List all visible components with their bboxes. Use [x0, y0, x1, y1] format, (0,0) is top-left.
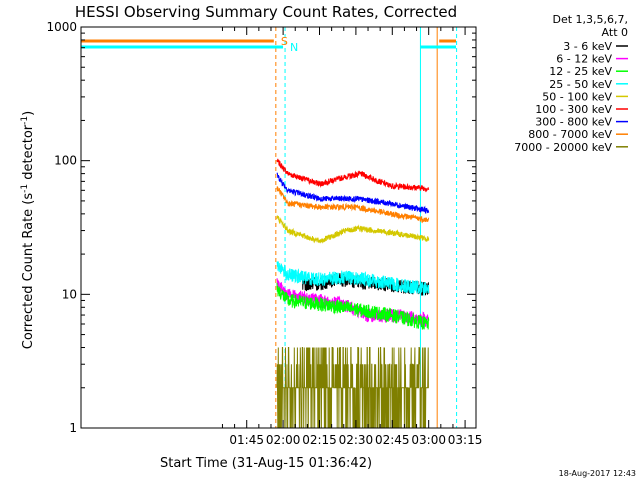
- y-tick-label: 100: [54, 154, 77, 168]
- flag-label-s: S: [281, 35, 288, 48]
- y-axis-label-end: ): [21, 111, 36, 116]
- legend-header-detectors: Det 1,3,5,6,7,: [552, 13, 628, 26]
- flag-label-n: N: [290, 41, 298, 54]
- legend-entry-label: 50 - 100 keV: [542, 90, 612, 103]
- y-axis-label-sup1: -1: [20, 184, 30, 193]
- legend-entry-label: 7000 - 20000 keV: [514, 141, 612, 154]
- legend-entry-label: 12 - 25 keV: [549, 65, 612, 78]
- x-tick-label: 03:00: [411, 433, 446, 447]
- generation-timestamp: 18-Aug-2017 12:43: [559, 469, 636, 478]
- series-trace-3: [276, 215, 430, 244]
- x-tick-label: 02:15: [302, 433, 337, 447]
- y-tick-label: 1: [69, 421, 77, 435]
- chart-title: HESSI Observing Summary Count Rates, Cor…: [75, 3, 457, 21]
- series-trace-1: [276, 172, 430, 214]
- series-trace-0: [276, 158, 430, 193]
- y-tick-label: 1000: [46, 20, 77, 34]
- series-trace-7: [276, 282, 430, 330]
- y-tick-label: 10: [62, 287, 77, 301]
- legend-entry-label: 800 - 7000 keV: [528, 128, 612, 141]
- x-tick-label: 02:00: [266, 433, 301, 447]
- legend-entry-label: 100 - 300 keV: [535, 103, 612, 116]
- x-tick-label: 03:15: [448, 433, 483, 447]
- y-axis-label-mid: detector: [21, 124, 36, 184]
- x-tick-label: 01:45: [229, 433, 264, 447]
- series-trace-5: [276, 261, 430, 297]
- legend-entry-label: 25 - 50 keV: [549, 78, 612, 91]
- x-axis-label: Start Time (31-Aug-15 01:36:42): [160, 456, 372, 471]
- x-tick-label: 02:30: [339, 433, 374, 447]
- legend-entry-label: 6 - 12 keV: [556, 53, 612, 66]
- legend-header-attenuator: Att 0: [602, 26, 628, 39]
- y-axis-label-sup2: -1: [20, 116, 30, 125]
- y-axis-label-main: Corrected Count Rate (s: [21, 193, 36, 350]
- legend-entry-label: 300 - 800 keV: [535, 116, 612, 129]
- plot-frame: [80, 26, 477, 429]
- series-trace-8: [276, 347, 429, 429]
- legend-entry-label: 3 - 6 keV: [563, 40, 612, 53]
- series-trace-2: [276, 186, 430, 224]
- y-axis-label: Corrected Count Rate (s-1 detector-1): [20, 111, 36, 349]
- x-tick-label: 02:45: [375, 433, 410, 447]
